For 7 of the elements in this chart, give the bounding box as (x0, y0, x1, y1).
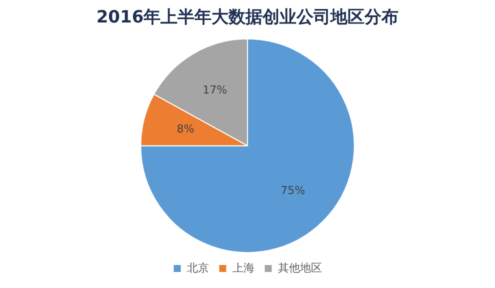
chart-title: 2016年上半年大数据创业公司地区分布 (96, 8, 399, 28)
legend-label: 上海 (232, 261, 254, 274)
legend-label: 其他地区 (278, 261, 322, 274)
data-label: 17% (202, 83, 228, 96)
data-label: 8% (176, 122, 194, 136)
data-label: 75% (280, 184, 306, 197)
legend-label: 北京 (186, 261, 209, 274)
